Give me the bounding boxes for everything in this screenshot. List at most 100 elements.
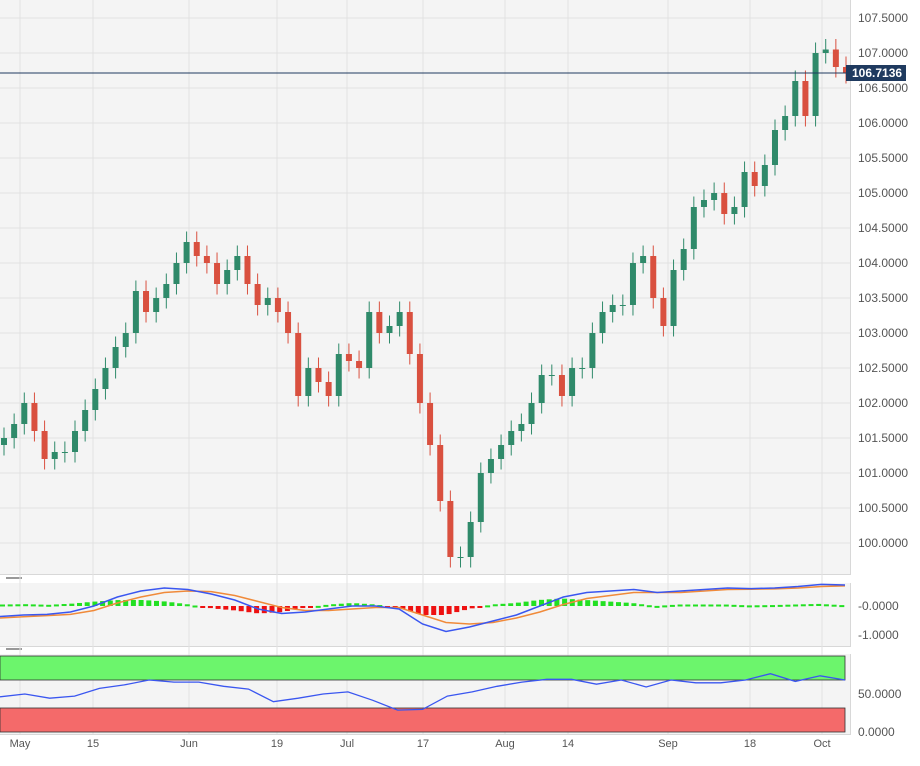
macd-histogram-bar [192,605,198,608]
macd-histogram-bar [423,606,429,615]
candle-body [203,256,210,263]
macd-histogram-bar [508,603,514,606]
macd-histogram-bar [207,606,213,609]
candle-body [356,361,363,368]
candle-body [163,284,170,298]
macd-histogram-bar [770,605,775,608]
candle-body [122,333,129,347]
macd-histogram-bar [138,600,144,606]
price-panel[interactable] [0,0,851,575]
chart-svg [0,0,850,734]
price-axis-label: 102.5000 [858,361,909,375]
macd-histogram-bar [200,606,206,608]
x-tick-label: 15 [86,738,100,750]
macd-histogram-bar [646,605,652,608]
macd-histogram-bar [446,606,452,615]
price-axis-label: 106.0000 [858,116,909,130]
x-tick-label: 19 [270,738,284,750]
candle-body [11,424,18,438]
rsi-axis-label: 50.0000 [858,687,902,701]
price-axis-label: 100.5000 [858,501,909,515]
macd-histogram-bar [331,604,337,607]
macd-histogram-bar [562,598,568,606]
candle-body [315,368,322,382]
candle-body [234,256,241,270]
candle-body [427,403,434,445]
candle-body [102,368,109,389]
candle-body [82,410,89,431]
macd-histogram-bar [154,600,159,606]
macd-histogram-bar [177,603,183,606]
macd-axis-label: -0.0000 [858,599,899,613]
candle-body [264,298,271,305]
price-axis-label: 107.5000 [858,11,909,25]
candle-body [660,298,667,326]
macd-histogram-bar [462,606,467,611]
macd-histogram-bar [831,604,837,607]
rsi-axis-label: 0.0000 [858,725,895,739]
candle-body [812,53,819,116]
macd-histogram-bar [592,600,598,606]
macd-axis-label: -1.0000 [858,628,899,642]
candle-body [771,130,778,165]
x-tick-label: 18 [743,738,757,750]
price-axis-label: 103.5000 [858,291,909,305]
macd-histogram-bar [277,606,283,613]
macd-histogram-bar [84,602,90,606]
macd-histogram-bar [477,606,483,608]
candle-body [31,403,38,431]
candle-body [711,193,718,200]
macd-histogram-bar [61,604,67,607]
candle-body [244,256,251,284]
macd-histogram-bar [215,606,221,609]
macd-histogram-bar [415,606,421,614]
candle-body [1,438,7,445]
macd-histogram-bar [739,605,745,608]
macd-histogram-bar [184,604,190,607]
candle-body [731,207,738,214]
price-axis-label: 106.5000 [858,81,909,95]
candle-body [254,284,261,305]
candle-body [285,312,292,333]
macd-histogram-bar [839,605,845,608]
macd-histogram-bar [608,601,614,606]
candle-body [61,452,68,453]
macd-histogram-bar [92,601,98,606]
overbought-zone [0,655,846,681]
macd-histogram-bar [400,606,406,609]
rsi-line [0,673,846,711]
candle-body [680,249,687,270]
macd-histogram-bar [30,604,36,607]
macd-histogram-bar [785,604,791,607]
macd-histogram-bar [616,602,621,606]
macd-histogram-bar [492,604,498,607]
macd-histogram-bar [754,605,760,608]
candle-body [457,557,464,558]
candle-body [619,305,626,306]
macd-histogram-bar [169,602,175,606]
macd-histogram-bar [577,599,583,606]
macd-histogram-bar [23,604,29,607]
candle-body [832,49,839,67]
macd-histogram-bar [146,600,152,606]
candle-body [193,242,200,256]
macd-histogram-bar [338,603,344,606]
macd-histogram-bar [361,603,367,606]
macd-histogram-bar [246,606,252,613]
macd-histogram-bar [38,604,44,607]
candle-body [183,242,190,263]
price-axis-label: 100.0000 [858,536,909,550]
macd-histogram-bar [107,600,113,606]
candle-body [447,501,454,557]
candle-body [72,431,79,452]
macd-histogram-bar [554,598,560,606]
candle-body [487,459,494,473]
macd-histogram-bar [15,604,21,607]
macd-histogram-bar [500,603,506,606]
macd-histogram-bar [677,604,683,607]
candle-body [548,375,555,376]
macd-histogram-bar [823,604,829,607]
candle-body [498,445,505,459]
macd-histogram-bar [454,606,460,613]
macd-histogram-bar [123,600,129,606]
